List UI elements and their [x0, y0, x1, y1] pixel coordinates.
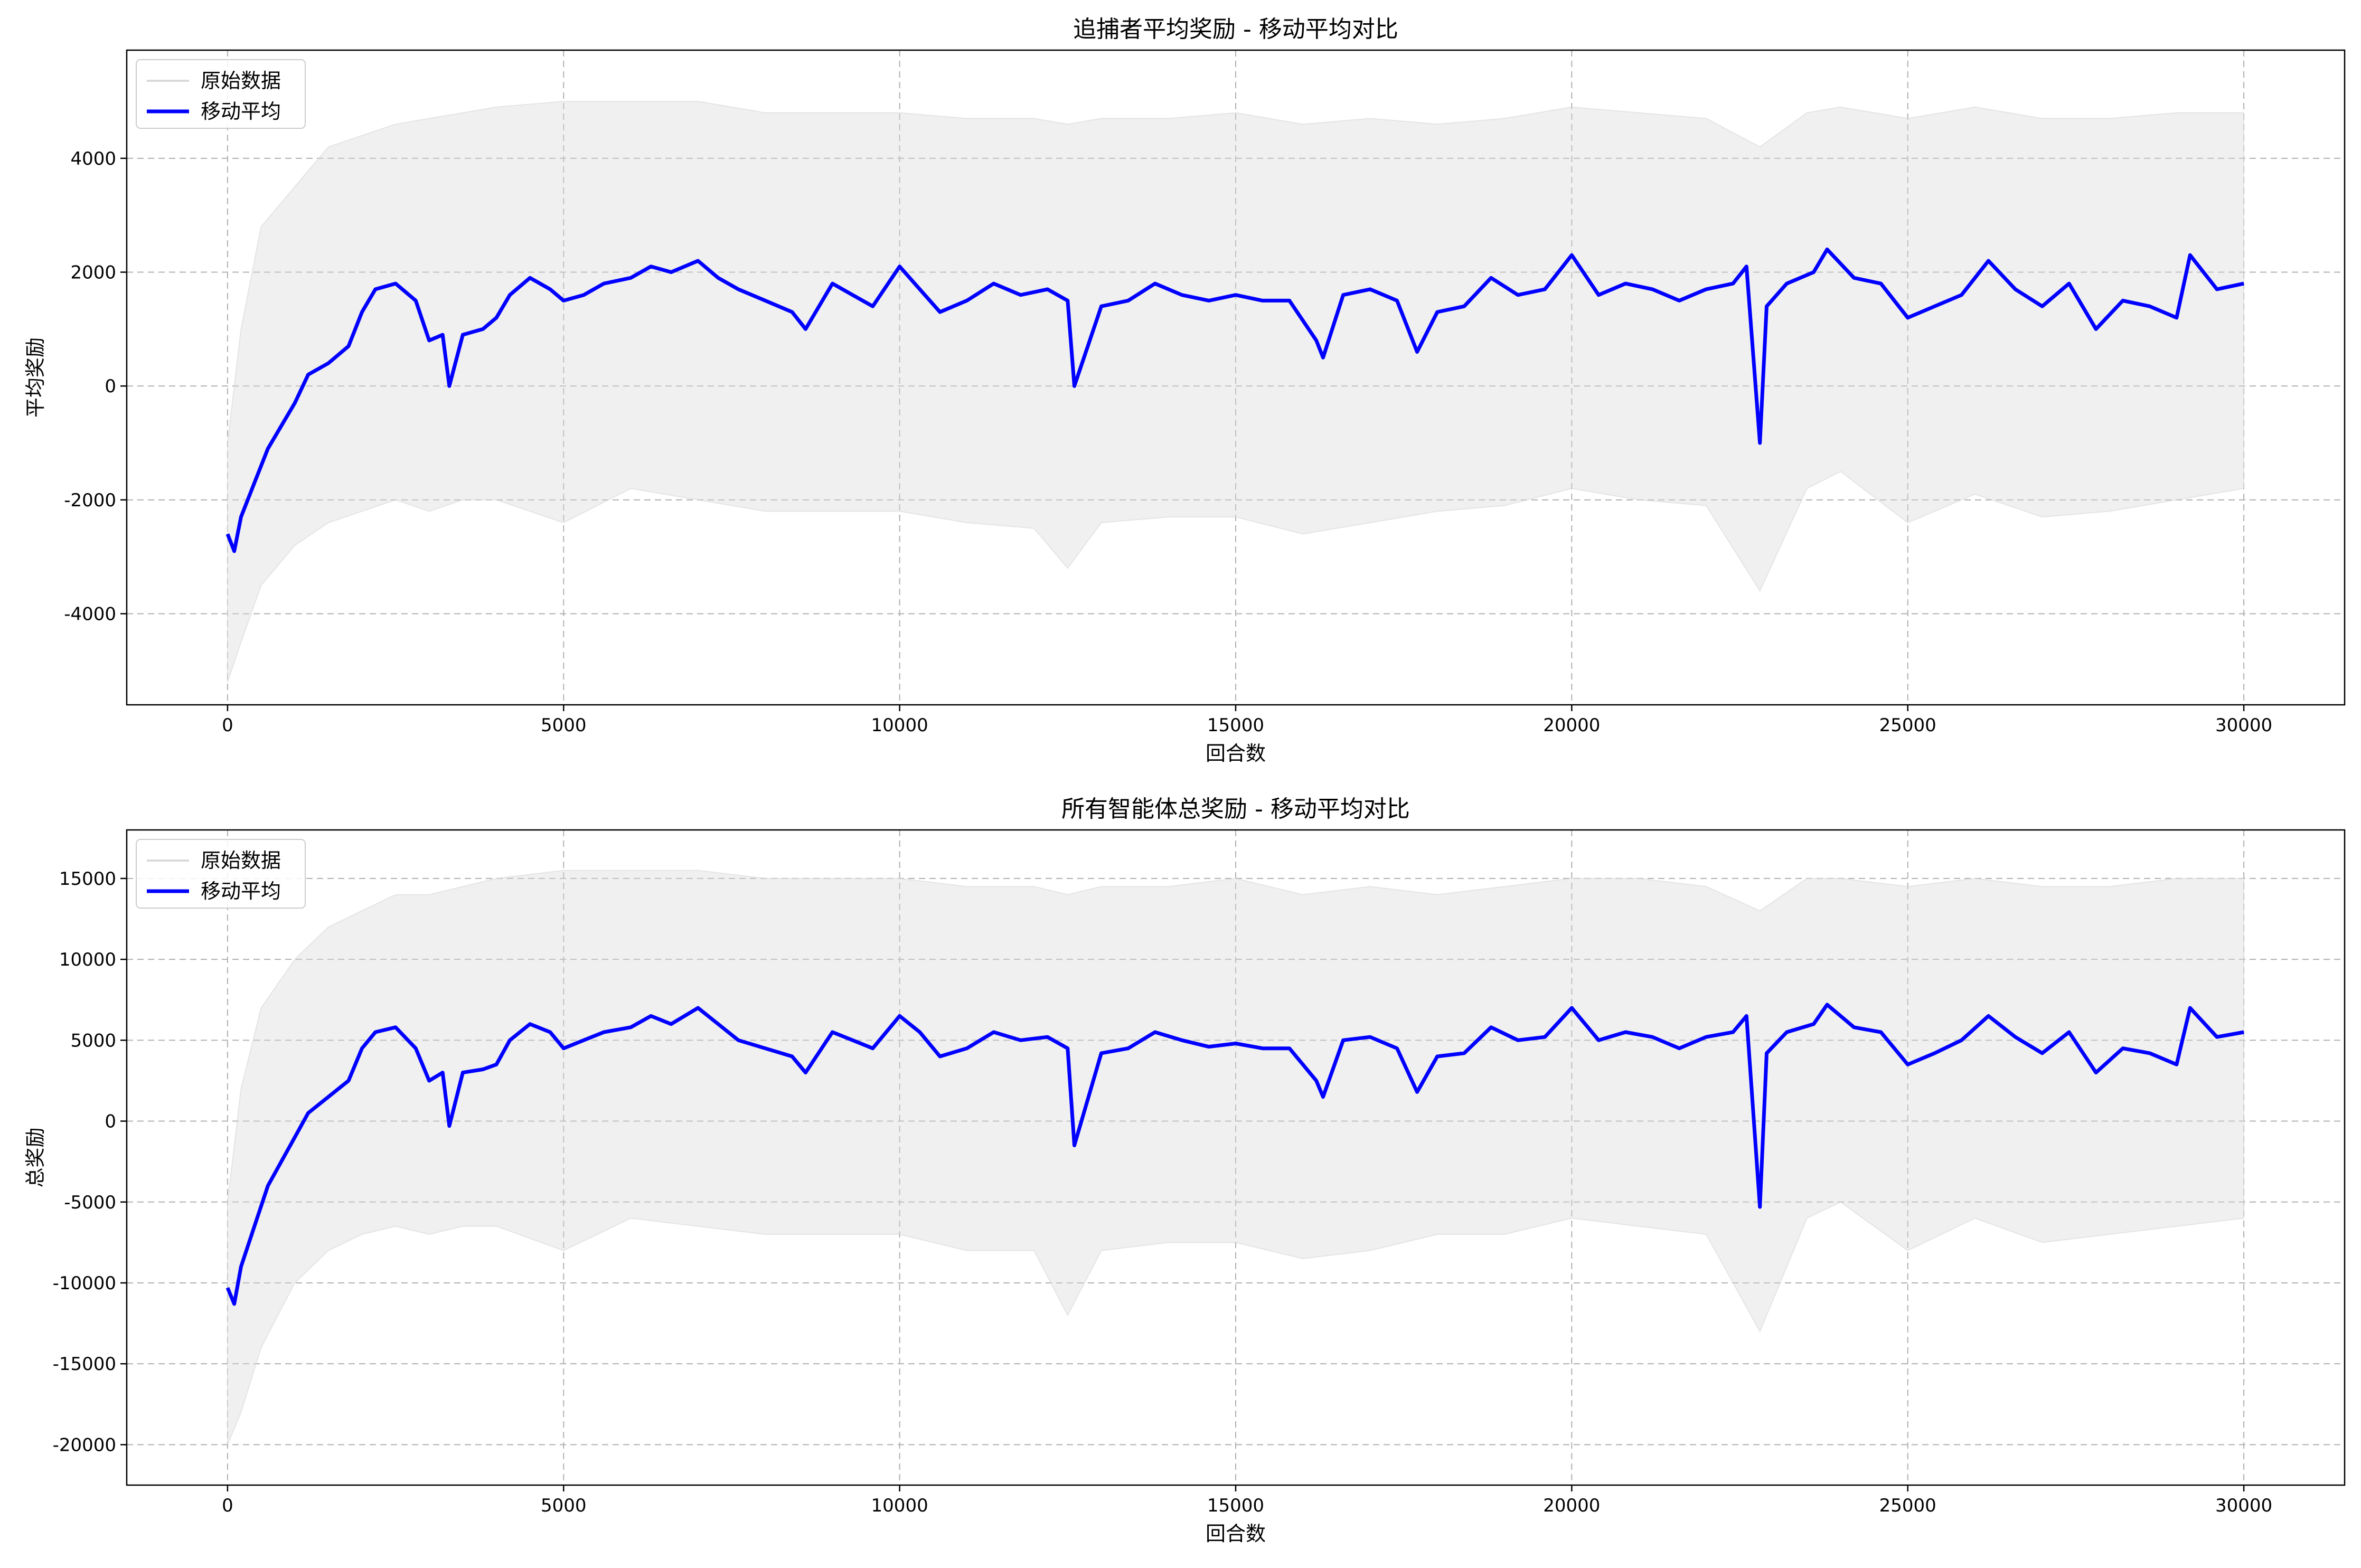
x-tick-label: 25000 — [1879, 1495, 1936, 1516]
y-tick-label: -20000 — [53, 1434, 116, 1456]
y-tick-label: 10000 — [59, 949, 116, 970]
y-tick-label: -15000 — [53, 1354, 116, 1375]
y-tick-label: 4000 — [70, 148, 116, 169]
x-tick-label: 25000 — [1879, 715, 1936, 736]
moving-average-series — [225, 247, 2244, 553]
raw-data-series — [227, 101, 2245, 683]
y-tick-label: -10000 — [53, 1273, 116, 1294]
y-tick-label: 5000 — [70, 1030, 116, 1051]
moving-average-series — [225, 1003, 2244, 1306]
x-tick-label: 0 — [222, 1495, 233, 1516]
x-tick-label: 30000 — [2215, 1495, 2272, 1516]
x-tick-label: 20000 — [1543, 1495, 1600, 1516]
legend-label: 移动平均 — [201, 100, 281, 123]
x-tick-label: 20000 — [1543, 715, 1600, 736]
legend-label: 原始数据 — [201, 849, 281, 872]
x-axis-label: 回合数 — [1206, 742, 1266, 765]
x-tick-label: 10000 — [871, 1495, 928, 1516]
y-axis-label: 总奖励 — [24, 1127, 47, 1187]
y-tick-label: -4000 — [64, 603, 116, 625]
x-tick-label: 5000 — [541, 1495, 587, 1516]
x-tick-label: 15000 — [1207, 715, 1264, 736]
x-tick-label: 15000 — [1207, 1495, 1264, 1516]
y-tick-label: 0 — [105, 376, 116, 397]
y-tick-label: 0 — [105, 1111, 116, 1132]
chart-panel-2: 0 5000 10000 15000 20000 25000 30000 -20000 -150… — [24, 796, 2346, 1545]
y-tick-label: 2000 — [70, 262, 116, 284]
chart-title: 追捕者平均奖励 - 移动平均对比 — [1073, 16, 1398, 43]
chart-panel-1: 0 5000 10000 15000 20000 25000 30000-4000-2000… — [24, 16, 2346, 765]
y-axis-label: 平均奖励 — [24, 337, 47, 418]
x-axis-label: 回合数 — [1206, 1522, 1266, 1545]
chart-title: 所有智能体总奖励 - 移动平均对比 — [1061, 796, 1410, 823]
y-tick-label: 15000 — [59, 868, 116, 890]
y-tick-label: -5000 — [64, 1192, 116, 1213]
legend-label: 移动平均 — [201, 880, 281, 903]
x-tick-label: 30000 — [2215, 715, 2272, 736]
x-tick-label: 0 — [222, 715, 233, 736]
x-tick-label: 10000 — [871, 715, 928, 736]
legend-label: 原始数据 — [201, 69, 281, 92]
raw-data-series — [227, 870, 2245, 1445]
x-tick-label: 5000 — [541, 715, 587, 736]
y-tick-label: -2000 — [64, 490, 116, 511]
